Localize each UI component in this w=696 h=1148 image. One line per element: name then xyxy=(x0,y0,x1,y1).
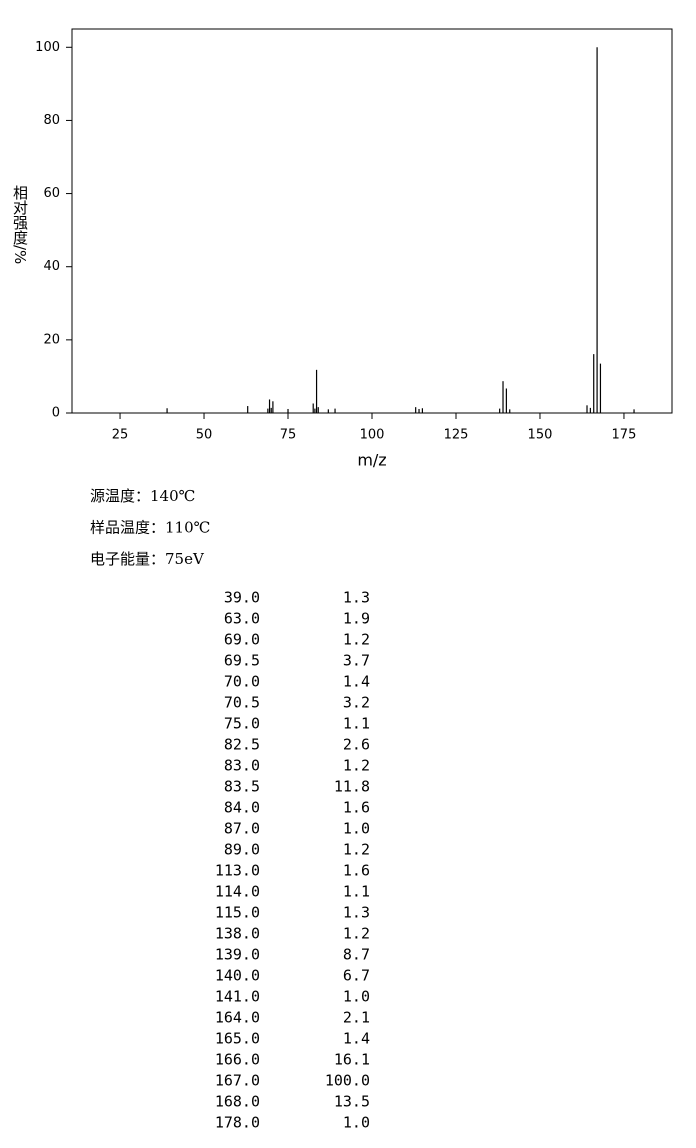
plot-frame xyxy=(71,28,673,414)
intensity-cell: 13.5 xyxy=(334,1093,370,1111)
intensity-cell: 11.8 xyxy=(334,778,370,796)
intensity-cell: 1.1 xyxy=(343,715,370,733)
x-tick-label: 150 xyxy=(528,428,553,443)
condition: 样品温度：110℃ xyxy=(90,519,210,537)
mz-cell: 141.0 xyxy=(215,988,260,1006)
mz-cell: 165.0 xyxy=(215,1030,260,1048)
mz-cell: 84.0 xyxy=(224,799,260,817)
condition: 源温度：140℃ xyxy=(90,487,195,505)
y-tick-label: 0 xyxy=(52,406,60,421)
x-tick-label: 75 xyxy=(280,428,297,443)
y-tick-label: 40 xyxy=(43,259,60,274)
intensity-cell: 1.6 xyxy=(343,862,370,880)
mz-cell: 168.0 xyxy=(215,1093,260,1111)
mz-cell: 138.0 xyxy=(215,925,260,943)
mz-cell: 75.0 xyxy=(224,715,260,733)
intensity-cell: 16.1 xyxy=(334,1051,370,1069)
mz-cell: 83.5 xyxy=(224,778,260,796)
mz-cell: 114.0 xyxy=(215,883,260,901)
intensity-cell: 1.0 xyxy=(343,820,370,838)
intensity-cell: 2.6 xyxy=(343,736,370,754)
x-tick-label: 100 xyxy=(360,428,385,443)
mz-cell: 87.0 xyxy=(224,820,260,838)
mz-cell: 70.5 xyxy=(224,694,260,712)
y-axis-label: 相对强度/% xyxy=(11,185,29,264)
mz-cell: 139.0 xyxy=(215,946,260,964)
x-tick-label: 175 xyxy=(612,428,637,443)
intensity-cell: 1.4 xyxy=(343,673,370,691)
intensity-cell: 1.0 xyxy=(343,1114,370,1132)
x-tick-label: 50 xyxy=(196,428,213,443)
intensity-cell: 1.2 xyxy=(343,631,370,649)
mz-cell: 69.5 xyxy=(224,652,260,670)
condition: 电子能量：75eV xyxy=(90,550,205,568)
mz-cell: 166.0 xyxy=(215,1051,260,1069)
mz-cell: 83.0 xyxy=(224,757,260,775)
x-axis-label: m/z xyxy=(357,451,386,470)
intensity-cell: 1.9 xyxy=(343,610,370,628)
intensity-cell: 1.2 xyxy=(343,841,370,859)
mz-cell: 115.0 xyxy=(215,904,260,922)
mz-cell: 164.0 xyxy=(215,1009,260,1027)
intensity-cell: 1.1 xyxy=(343,883,370,901)
intensity-cell: 1.2 xyxy=(343,925,370,943)
mz-cell: 89.0 xyxy=(224,841,260,859)
y-tick-label: 100 xyxy=(35,40,60,55)
intensity-cell: 8.7 xyxy=(343,946,370,964)
intensity-cell: 1.2 xyxy=(343,757,370,775)
y-tick-label: 20 xyxy=(43,332,60,347)
intensity-cell: 1.3 xyxy=(343,904,370,922)
x-tick-label: 125 xyxy=(444,428,469,443)
intensity-cell: 3.2 xyxy=(343,694,370,712)
intensity-cell: 3.7 xyxy=(343,652,370,670)
mz-cell: 113.0 xyxy=(215,862,260,880)
mz-cell: 167.0 xyxy=(215,1072,260,1090)
y-tick-label: 60 xyxy=(43,186,60,201)
intensity-cell: 1.0 xyxy=(343,988,370,1006)
intensity-cell: 6.7 xyxy=(343,967,370,985)
mz-cell: 70.0 xyxy=(224,673,260,691)
intensity-cell: 1.6 xyxy=(343,799,370,817)
mz-cell: 63.0 xyxy=(224,610,260,628)
mz-cell: 140.0 xyxy=(215,967,260,985)
intensity-cell: 1.3 xyxy=(343,589,370,607)
x-tick-label: 25 xyxy=(112,428,129,443)
mz-cell: 82.5 xyxy=(224,736,260,754)
intensity-cell: 1.4 xyxy=(343,1030,370,1048)
intensity-cell: 100.0 xyxy=(325,1072,370,1090)
mz-cell: 39.0 xyxy=(224,589,260,607)
intensity-cell: 2.1 xyxy=(343,1009,370,1027)
mz-cell: 178.0 xyxy=(215,1114,260,1132)
y-tick-label: 80 xyxy=(43,113,60,128)
mz-cell: 69.0 xyxy=(224,631,260,649)
